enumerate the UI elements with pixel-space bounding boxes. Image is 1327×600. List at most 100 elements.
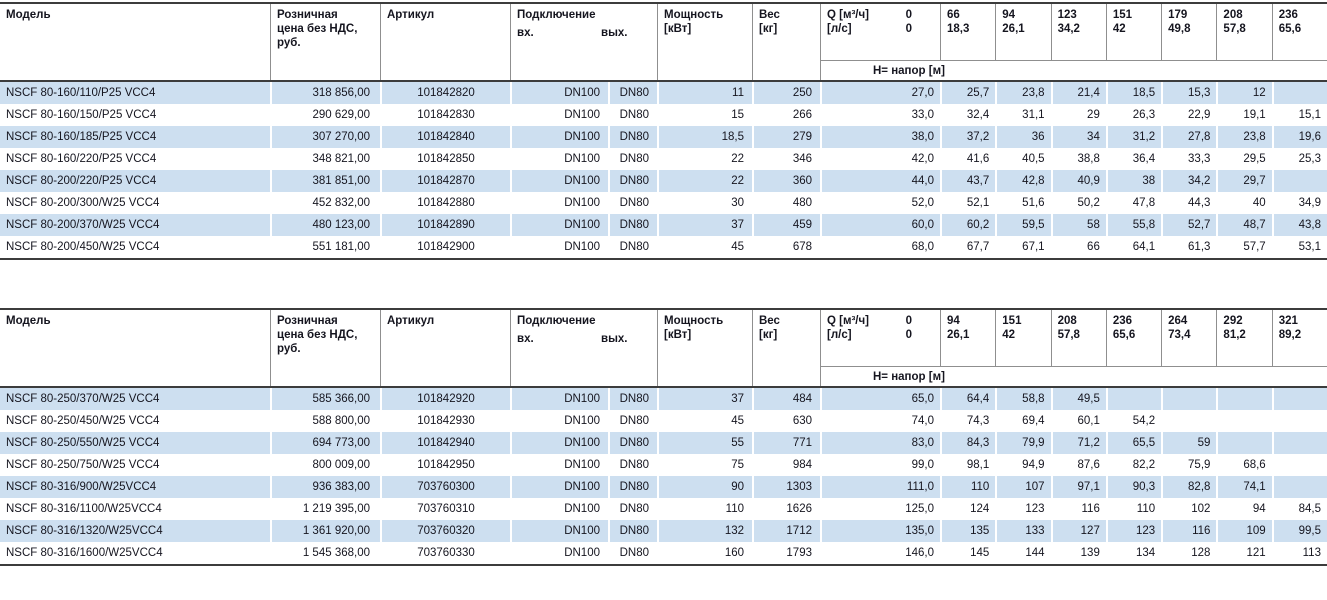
cell-head-4: 90,3 <box>1105 476 1161 498</box>
pump-table-1: Модель Розничная цена без НДС, руб. Арти… <box>0 2 1327 260</box>
cell-weight: 1712 <box>752 520 820 542</box>
cell-head-6: 48,7 <box>1216 214 1271 236</box>
cell-power: 22 <box>657 148 752 170</box>
cell-head-7 <box>1271 476 1327 498</box>
cell-head-7 <box>1271 388 1327 410</box>
cell-head-4: 31,2 <box>1105 126 1161 148</box>
cell-article: 101842870 <box>380 170 510 192</box>
cell-price: 348 821,00 <box>270 148 380 170</box>
cell-conn-out: DN80 <box>608 82 657 104</box>
col-header-weight: Вес [кг] <box>752 310 820 386</box>
cell-conn-in: DN100 <box>510 148 608 170</box>
col-header-conn-in: вх. <box>517 333 534 345</box>
cell-model: NSCF 80-250/450/W25 VCC4 <box>6 415 160 427</box>
col-header-power-line1: Мощность <box>664 315 724 327</box>
cell-price: 1 219 395,00 <box>270 498 380 520</box>
col-header-q-value: 208 57,8 <box>1050 310 1106 366</box>
q-m3h-value: 208 <box>1223 9 1243 21</box>
cell-weight: 984 <box>752 454 820 476</box>
table-body: NSCF 80-160/110/P25 VCC4 318 856,00 101842… <box>0 82 1327 258</box>
cell-article: 101842880 <box>380 192 510 214</box>
cell-conn-in: DN100 <box>510 520 608 542</box>
cell-conn-in: DN100 <box>510 432 608 454</box>
cell-head-2: 51,6 <box>995 192 1050 214</box>
cell-conn-out: DN80 <box>608 192 657 214</box>
cell-article: 703760330 <box>380 542 510 564</box>
q-ls-value: 73,4 <box>1168 329 1191 341</box>
pump-table-2: Модель Розничная цена без НДС, руб. Арти… <box>0 308 1327 566</box>
col-header-q-value: 264 73,4 <box>1161 310 1216 366</box>
cell-head-0: 52,0 <box>820 192 940 214</box>
table-row: NSCF 80-250/550/W25 VCC4 694 773,00 101842… <box>0 432 1327 454</box>
cell-price: 1 545 368,00 <box>270 542 380 564</box>
col-header-power: Мощность [кВт] <box>657 4 752 80</box>
cell-article: 101842820 <box>380 82 510 104</box>
cell-head-6: 40 <box>1216 192 1271 214</box>
q-ls-value: 89,2 <box>1278 329 1302 341</box>
cell-head-2: 79,9 <box>995 432 1050 454</box>
cell-weight: 266 <box>752 104 820 126</box>
cell-conn-out: DN80 <box>608 388 657 410</box>
cell-conn-in: DN100 <box>510 82 608 104</box>
col-header-q-value: 94 26,1 <box>995 4 1050 60</box>
cell-head-5: 15,3 <box>1161 82 1216 104</box>
col-header-power-line2: [кВт] <box>664 329 692 341</box>
cell-head-6: 68,6 <box>1216 454 1271 476</box>
cell-head-0: 146,0 <box>820 542 940 564</box>
cell-power: 11 <box>657 82 752 104</box>
cell-head-1: 43,7 <box>940 170 995 192</box>
cell-conn-in: DN100 <box>510 542 608 564</box>
q-m3h-value: 151 <box>1002 315 1022 327</box>
cell-model: NSCF 80-160/150/P25 VCC4 <box>6 109 157 121</box>
table-row: NSCF 80-250/370/W25 VCC4 585 366,00 101842… <box>0 388 1327 410</box>
cell-head-3: 34 <box>1050 126 1106 148</box>
cell-model: NSCF 80-250/750/W25 VCC4 <box>6 459 160 471</box>
table-header: Модель Розничная цена без НДС, руб. Арти… <box>0 4 1327 82</box>
cell-weight: 771 <box>752 432 820 454</box>
cell-conn-out: DN80 <box>608 148 657 170</box>
q-ls-value: 81,2 <box>1223 329 1246 341</box>
q-m3h-value: 151 <box>1112 9 1133 21</box>
cell-head-5 <box>1161 388 1216 410</box>
cell-head-4: 47,8 <box>1105 192 1161 214</box>
cell-model: NSCF 80-160/185/P25 VCC4 <box>6 131 157 143</box>
cell-head-6: 109 <box>1216 520 1271 542</box>
cell-article: 703760320 <box>380 520 510 542</box>
col-header-price-line2: цена без НДС, <box>277 23 358 35</box>
cell-head-7 <box>1271 82 1327 104</box>
col-header-model: Модель <box>6 9 51 21</box>
cell-head-1: 84,3 <box>940 432 995 454</box>
col-header-q: Q [м³/ч] 0 [л/с] 0 <box>820 310 940 366</box>
col-header-article: Артикул <box>380 4 510 80</box>
q-m3h-value: 94 <box>1002 9 1016 21</box>
cell-price: 381 851,00 <box>270 170 380 192</box>
cell-model: NSCF 80-160/110/P25 VCC4 <box>6 87 156 99</box>
cell-weight: 630 <box>752 410 820 432</box>
cell-head-0: 99,0 <box>820 454 940 476</box>
cell-head-4: 134 <box>1105 542 1161 564</box>
cell-head-4: 82,2 <box>1105 454 1161 476</box>
table-row: NSCF 80-316/1100/W25VCC4 1 219 395,00 7037… <box>0 498 1327 520</box>
q-ls-value: 49,8 <box>1168 23 1191 35</box>
cell-head-5: 128 <box>1161 542 1216 564</box>
cell-head-1: 98,1 <box>940 454 995 476</box>
cell-head-7: 53,1 <box>1271 236 1327 258</box>
cell-head-1: 64,4 <box>940 388 995 410</box>
cell-head-7: 19,6 <box>1271 126 1327 148</box>
col-header-power-line1: Мощность <box>664 9 724 21</box>
cell-head-3: 60,1 <box>1050 410 1106 432</box>
col-header-connection: Подключение вх. вых. <box>510 310 657 386</box>
q-ls-zero: 0 <box>905 23 912 35</box>
cell-head-4: 65,5 <box>1105 432 1161 454</box>
cell-model: NSCF 80-316/1320/W25VCC4 <box>6 525 163 537</box>
cell-article: 703760310 <box>380 498 510 520</box>
cell-head-3: 87,6 <box>1050 454 1106 476</box>
cell-head-5 <box>1161 410 1216 432</box>
col-header-price-line1: Розничная <box>277 9 338 21</box>
cell-power: 30 <box>657 192 752 214</box>
cell-article: 101842830 <box>380 104 510 126</box>
cell-head-4: 54,2 <box>1105 410 1161 432</box>
cell-conn-out: DN80 <box>608 170 657 192</box>
cell-conn-out: DN80 <box>608 410 657 432</box>
cell-head-2: 58,8 <box>995 388 1050 410</box>
